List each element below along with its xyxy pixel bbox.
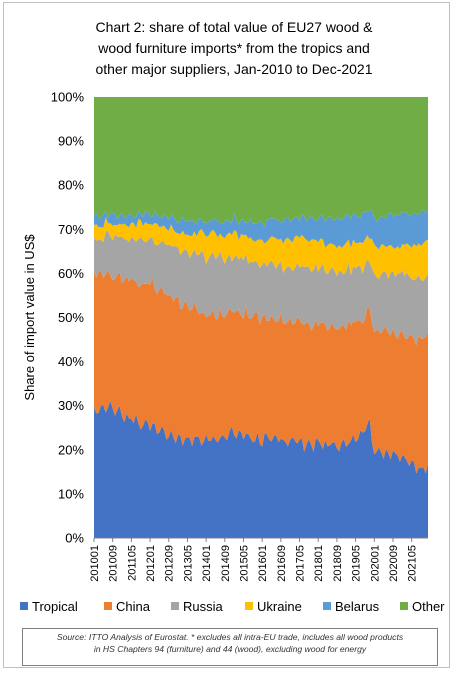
y-tick-label: 20% [58, 442, 84, 457]
legend-item-other: Other [400, 599, 445, 614]
legend-label: Tropical [32, 599, 78, 614]
source-line-1: Source: ITTO Analysis of Eurostat. * exc… [56, 632, 404, 642]
x-tick-label: 201609 [276, 545, 288, 582]
legend-swatch [104, 602, 112, 610]
x-tick-label: 201809 [332, 545, 344, 582]
legend-item-ukraine: Ukraine [245, 599, 302, 614]
legend: Tropical China Russia Ukraine Belarus Other [20, 599, 450, 619]
legend-item-russia: Russia [171, 599, 223, 614]
y-tick-label: 60% [58, 266, 84, 281]
y-tick-label: 100% [51, 90, 85, 105]
x-tick-label: 201409 [220, 545, 232, 582]
y-tick-label: 90% [58, 134, 84, 149]
title-line-2: wood furniture imports* from the tropics… [98, 40, 370, 56]
source-line-2: in HS Chapters 94 (furniture) and 44 (wo… [93, 644, 367, 654]
x-tick-label: 201905 [351, 545, 363, 582]
x-tick-label: 201009 [108, 545, 120, 582]
legend-swatch [323, 602, 331, 610]
legend-item-china: China [104, 599, 150, 614]
source-note: Source: ITTO Analysis of Eurostat. * exc… [22, 628, 438, 666]
legend-swatch [245, 602, 253, 610]
x-tick-label: 201209 [164, 545, 176, 582]
area-belarus [94, 209, 428, 250]
area-ukraine [94, 217, 428, 281]
y-tick-label: 30% [58, 398, 84, 413]
legend-swatch [400, 602, 408, 610]
x-tick-label: 201201 [145, 545, 157, 582]
y-axis-label: Share of import value in US$ [22, 234, 37, 401]
y-tick-label: 70% [58, 222, 84, 237]
legend-swatch [20, 602, 28, 610]
y-tick-label: 40% [58, 354, 84, 369]
area-other [94, 97, 428, 227]
x-tick-label: 201705 [295, 545, 307, 582]
legend-swatch [171, 602, 179, 610]
y-tick-label: 80% [58, 178, 84, 193]
stacked-area-chart: 0% 10% 20% 30% 40% 50% 60% 70% 80% 90% 100% Share o… [22, 90, 428, 582]
x-tick-label: 201105 [126, 545, 138, 581]
x-tick-label: 202105 [407, 545, 419, 582]
x-tick-label: 201401 [201, 545, 213, 582]
x-tick-label: 201601 [257, 545, 269, 582]
y-tick-label: 0% [65, 531, 84, 546]
area-russia [94, 230, 428, 346]
title-line-3: other major suppliers, Jan-2010 to Dec-2… [95, 61, 373, 77]
chart-title: Chart 2: share of total value of EU27 wo… [44, 17, 424, 80]
legend-item-tropical: Tropical [20, 599, 78, 614]
title-line-1: Chart 2: share of total value of EU27 wo… [95, 19, 373, 35]
legend-label: Other [412, 599, 445, 614]
x-tick-label: 201001 [89, 545, 101, 582]
x-tick-label: 201505 [238, 545, 250, 582]
x-tick-label: 201305 [182, 545, 194, 582]
area-layers [94, 97, 428, 538]
area-china [94, 270, 428, 474]
axes: 0% 10% 20% 30% 40% 50% 60% 70% 80% 90% 100% Share o… [22, 90, 428, 582]
legend-item-belarus: Belarus [323, 599, 379, 614]
legend-label: Ukraine [257, 599, 302, 614]
legend-label: Belarus [335, 599, 380, 614]
x-tick-label: 201801 [313, 545, 325, 582]
y-tick-label: 10% [58, 486, 84, 501]
area-tropical [94, 400, 428, 538]
legend-label: China [116, 599, 150, 614]
y-tick-label: 50% [58, 310, 84, 325]
legend-label: Russia [183, 599, 223, 614]
x-tick-label: 202009 [388, 545, 400, 582]
chart-frame: Chart 2: share of total value of EU27 wo… [3, 2, 450, 668]
x-tick-label: 202001 [369, 545, 381, 582]
